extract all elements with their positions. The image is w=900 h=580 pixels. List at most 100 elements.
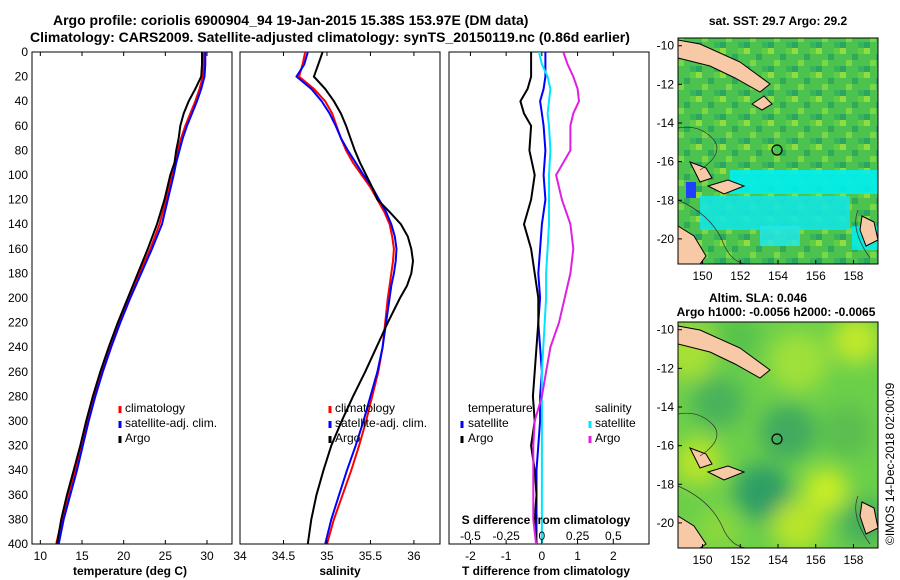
difference-salinity-legend: salinity satellite Argo [588, 401, 636, 445]
legend-s-argo: Argo [595, 431, 621, 445]
map-y-tick-label: -16 [657, 439, 675, 453]
series-line-argo [56, 52, 203, 544]
depth-tick-label: 360 [8, 488, 28, 502]
x-tick-label: 25 [159, 549, 173, 563]
depth-tick-label: 120 [8, 193, 28, 207]
x-tick-label: 35.5 [359, 549, 383, 563]
map-x-tick-label: 156 [806, 269, 826, 283]
sst-map: sat. SST: 29.7 Argo: 29.2 150 152 154 156 15… [657, 14, 879, 283]
legend-salinity-header: salinity [595, 401, 632, 415]
depth-tick-label: 80 [15, 143, 29, 157]
legend-t-satellite: satellite [468, 416, 509, 430]
s-difference-x-ticks: -0.5 -0.25 0 0.25 0.5 [460, 529, 622, 543]
x-tick-label: 30 [200, 549, 214, 563]
temperature-panel: 10 15 20 25 30 temperature (deg C) climatolo… [31, 51, 233, 578]
map-y-tick-label: -10 [657, 39, 675, 53]
depth-tick-label: 180 [8, 266, 28, 280]
salinity-panel: 34 34.5 35 35.5 36 salinity climatology sate… [233, 51, 441, 578]
series-line-salinity-satellite [538, 52, 552, 544]
temperature-lines [55, 52, 207, 544]
depth-tick-label: 40 [15, 94, 29, 108]
depth-tick-label: 260 [8, 365, 28, 379]
depth-tick-label: 320 [8, 439, 28, 453]
title-line-2: Climatology: CARS2009. Satellite-adjuste… [30, 29, 630, 45]
title-line-1: Argo profile: coriolis 6900904_94 19-Jan… [53, 12, 528, 28]
legend-s-satellite: satellite [595, 416, 636, 430]
legend-t-argo: Argo [468, 431, 494, 445]
s-tick-label: -0.5 [460, 529, 481, 543]
salinity-x-label: salinity [319, 564, 361, 578]
depth-tick-label: 380 [8, 512, 28, 526]
map-y-tick-label: -10 [657, 323, 675, 337]
x-tick-label: 15 [75, 549, 89, 563]
salinity-x-ticks: 34 34.5 35 35.5 36 [233, 52, 421, 563]
salinity-lines [295, 52, 415, 544]
sla-land [677, 325, 879, 549]
s-tick-label: -0.25 [492, 529, 520, 543]
depth-tick-label: 300 [8, 414, 28, 428]
map-x-tick-label: 152 [730, 269, 750, 283]
sst-map-title: sat. SST: 29.7 Argo: 29.2 [709, 14, 848, 28]
sst-y-ticks: -10 -12 -14 -16 -18 -20 [657, 39, 682, 246]
legend-satellite: satellite-adj. clim. [335, 416, 427, 430]
x-tick-label: 36 [407, 549, 421, 563]
series-line-satellite-adj-clim- [57, 52, 207, 544]
depth-tick-label: 140 [8, 217, 28, 231]
depth-tick-label: 20 [15, 70, 29, 84]
depth-tick-label: 0 [21, 45, 28, 59]
imos-credit: ©IMOS 14-Dec-2018 02:00:09 [883, 382, 897, 545]
s-tick-label: 0 [539, 529, 546, 543]
map-x-tick-label: 154 [768, 269, 788, 283]
salinity-plot-frame [239, 51, 441, 545]
difference-temperature-legend: temperature satellite Argo [460, 401, 533, 445]
sla-x-ticks: 150 152 154 156 158 [693, 544, 864, 567]
map-x-tick-label: 158 [843, 553, 863, 567]
map-y-tick-label: -18 [657, 477, 675, 491]
map-y-tick-label: -18 [657, 193, 675, 207]
series-line-satellite-adj-clim- [295, 52, 398, 544]
map-y-tick-label: -14 [657, 400, 675, 414]
argo-location-marker [771, 433, 783, 445]
map-y-tick-label: -20 [657, 516, 675, 530]
x-tick-label: 34 [233, 549, 247, 563]
x-tick-label: -1 [501, 549, 512, 563]
map-y-tick-label: -12 [657, 77, 675, 91]
series-line-temperature-argo [519, 52, 540, 544]
x-tick-label: 1 [574, 549, 581, 563]
map-x-tick-label: 156 [806, 553, 826, 567]
map-x-tick-label: 150 [693, 269, 713, 283]
s-tick-label: 0.5 [605, 529, 622, 543]
map-y-tick-label: -16 [657, 155, 675, 169]
sla-map: Altim. SLA: 0.046 Argo h1000: -0.0056 h2… [657, 291, 879, 567]
depth-tick-label: 280 [8, 389, 28, 403]
temperature-plot-frame [31, 51, 233, 545]
difference-panel: -2 -1 0 1 2 -0.5 -0.25 0 0.25 0.5 S difference f… [448, 51, 650, 578]
argo-location-marker [771, 144, 783, 156]
depth-axis: 0 20 40 60 80 100 120 140 160 180 200 220 240 260 280 3… [8, 45, 649, 551]
sst-bathymetry-contours [677, 126, 871, 265]
depth-tick-label: 160 [8, 242, 28, 256]
map-x-tick-label: 152 [730, 553, 750, 567]
depth-tick-label: 200 [8, 291, 28, 305]
sla-bathymetry-contours [677, 412, 871, 549]
sla-y-ticks: -10 -12 -14 -16 -18 -20 [657, 323, 682, 530]
series-line-argo [306, 52, 415, 544]
legend-argo: Argo [335, 431, 361, 445]
sla-map-title-line-1: Altim. SLA: 0.046 [709, 291, 807, 305]
depth-tick-label: 220 [8, 316, 28, 330]
s-difference-label: S difference from climatology [462, 513, 631, 527]
sst-cold-patches [686, 170, 878, 250]
depth-tick-label: 240 [8, 340, 28, 354]
t-difference-x-label: T difference from climatology [462, 564, 630, 578]
sla-map-title-line-2: Argo h1000: -0.0056 h2000: -0.0065 [677, 305, 876, 319]
map-y-tick-label: -12 [657, 361, 675, 375]
sla-field [678, 322, 878, 548]
temperature-legend: climatology satellite-adj. clim. Argo [118, 401, 217, 445]
depth-tick-label: 340 [8, 463, 28, 477]
sst-x-ticks: 150 152 154 156 158 [693, 260, 864, 283]
series-line-climatology [297, 52, 395, 544]
t-difference-x-ticks: -2 -1 0 1 2 [465, 52, 617, 563]
s-tick-label: 0.25 [566, 529, 590, 543]
map-x-tick-label: 150 [693, 553, 713, 567]
